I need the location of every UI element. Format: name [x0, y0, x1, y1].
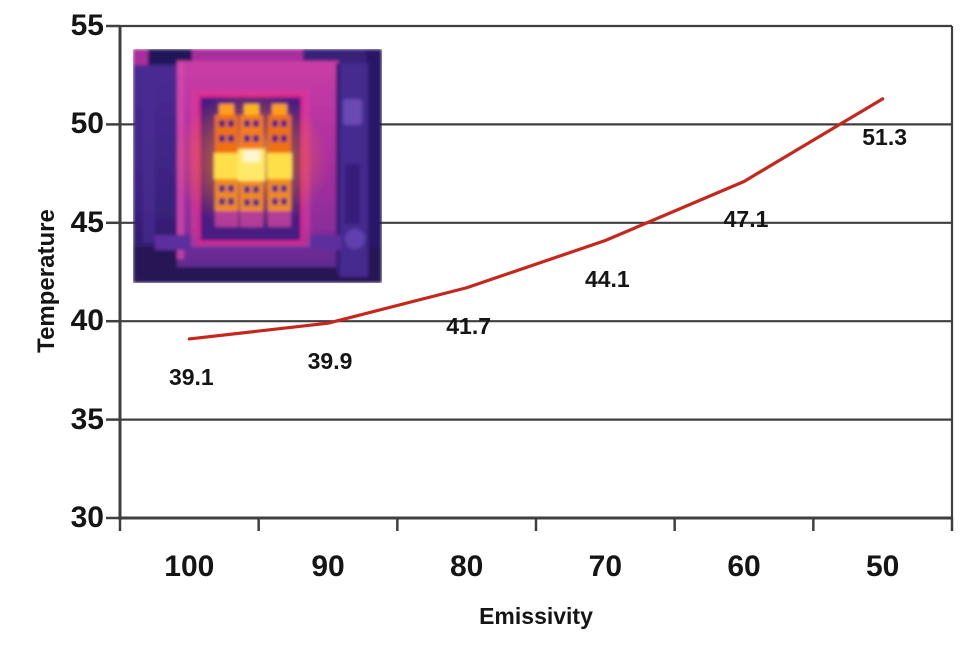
- y-tick-label: 50: [70, 107, 104, 141]
- data-label: 47.1: [723, 206, 769, 233]
- x-tick-label: 50: [865, 550, 900, 583]
- x-tick-label: 100: [164, 550, 215, 583]
- x-tick-label: 90: [311, 550, 345, 583]
- data-label: 51.3: [862, 123, 908, 150]
- x-tick-label: 60: [727, 550, 761, 583]
- temperature-line: [187, 97, 885, 341]
- thermal-fuse-column-1: [214, 104, 239, 227]
- data-label: 39.9: [307, 348, 353, 375]
- y-tick-label: 45: [70, 205, 104, 239]
- data-label: 44.1: [584, 265, 630, 292]
- thermal-fuse-column-3: [267, 104, 292, 227]
- y-tick-label: 35: [70, 402, 104, 436]
- data-label: 39.1: [168, 363, 214, 390]
- x-tick-label: 70: [588, 550, 623, 583]
- y-tick-label: 55: [70, 9, 104, 42]
- y-tick-label: 40: [70, 304, 104, 338]
- y-tick-label: 30: [70, 501, 104, 534]
- thermal-inset-image: [133, 49, 382, 283]
- data-label: 41.7: [446, 312, 492, 339]
- x-axis-title: Emissivity: [479, 603, 593, 629]
- thermal-fuse-column-2: [238, 104, 265, 227]
- x-tick-label: 80: [449, 550, 484, 583]
